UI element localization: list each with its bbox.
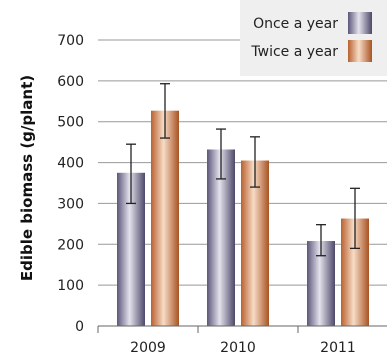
legend-label-1: Twice a year <box>250 44 338 60</box>
legend-box <box>240 0 387 76</box>
error-bar-2011-1 <box>350 187 360 250</box>
legend: Once a year Twice a year <box>240 0 387 76</box>
x-tick-labels: 2009 2010 2011 <box>130 340 356 356</box>
y-tick-label-700: 700 <box>57 33 84 49</box>
legend-swatch-0 <box>348 12 372 34</box>
error-bar-2009-1 <box>160 83 170 139</box>
x-axis <box>97 325 387 333</box>
y-tick-label-100: 100 <box>57 278 84 294</box>
y-tick-label-500: 500 <box>57 115 84 131</box>
error-bar-2011-0 <box>316 224 326 257</box>
error-bar-2010-1 <box>250 136 260 188</box>
y-tick-label-400: 400 <box>57 156 84 172</box>
y-axis-label: Edible biomass (g/plant) <box>18 75 36 281</box>
error-bars <box>126 83 360 257</box>
y-tick-label-0: 0 <box>75 319 84 335</box>
error-bar-2010-0 <box>216 128 226 180</box>
y-tick-label-200: 200 <box>57 237 84 253</box>
bar-2009-1 <box>151 110 179 326</box>
x-tick-label-2009: 2009 <box>130 340 166 356</box>
y-tick-label-300: 300 <box>57 196 84 212</box>
x-tick-label-2010: 2010 <box>220 340 256 356</box>
y-tick-label-600: 600 <box>57 74 84 90</box>
error-bar-2009-0 <box>126 143 136 205</box>
bars <box>117 110 369 326</box>
legend-label-0: Once a year <box>253 16 338 32</box>
bar-2010-1 <box>241 160 269 326</box>
legend-swatch-1 <box>348 40 372 62</box>
y-tick-labels: 0 100 200 300 400 500 600 700 <box>57 33 84 335</box>
x-tick-label-2011: 2011 <box>320 340 356 356</box>
